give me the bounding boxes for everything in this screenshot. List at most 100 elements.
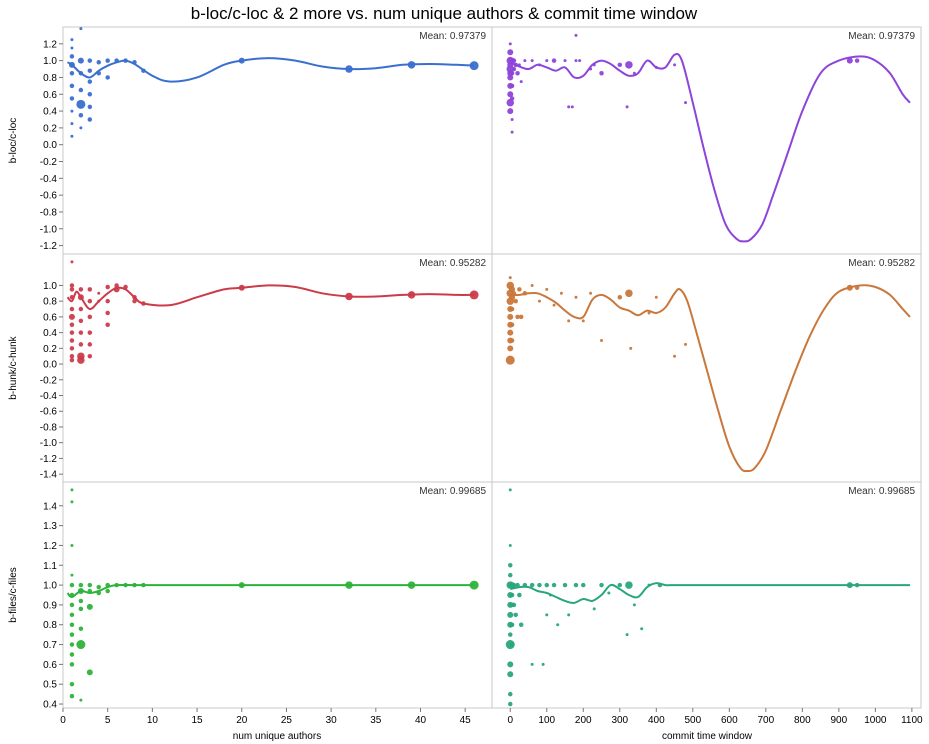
y-tick-label-1-2: -1.0: [40, 438, 58, 449]
fit-curve-0-1: [509, 52, 911, 243]
data-point-2-0-20: [76, 640, 86, 650]
data-point-0-0-10: [79, 27, 83, 31]
data-point-0-1-10: [507, 108, 514, 115]
data-point-1-0-4: [69, 306, 75, 312]
data-point-2-0-22: [87, 582, 93, 588]
panel-frame-0-1: [491, 26, 922, 255]
data-point-1-0-15: [78, 318, 84, 324]
data-point-1-0-29: [105, 298, 110, 304]
data-point-0-1-1: [507, 49, 514, 56]
data-point-1-0-17: [78, 342, 84, 347]
data-point-2-1-22: [513, 612, 518, 618]
fit-curve-1-0: [66, 284, 475, 311]
data-point-0-1-17: [511, 58, 517, 63]
data-point-0-1-42: [846, 57, 853, 64]
panel-2-0: Mean: 0.99685: [66, 486, 486, 702]
data-point-2-1-7: [507, 611, 514, 618]
data-point-1-1-38: [684, 342, 688, 346]
data-point-2-0-2: [70, 543, 74, 547]
data-point-1-0-41: [469, 290, 479, 300]
data-point-0-0-22: [87, 117, 93, 122]
y-tick-label-0-11: 1.0: [43, 56, 57, 67]
data-point-1-0-20: [87, 287, 93, 292]
y-tick-label-0-7: 0.2: [43, 123, 57, 134]
y-tick-label-1-4: -0.6: [40, 407, 58, 418]
x-tick-label-0-7: 35: [370, 715, 382, 726]
x-tick-label-0-5: 25: [281, 715, 293, 726]
data-point-1-1-15: [509, 338, 515, 343]
data-point-0-1-37: [625, 105, 629, 109]
data-point-0-0-7: [70, 109, 74, 113]
data-point-2-1-24: [517, 592, 522, 598]
data-point-1-1-9: [507, 345, 514, 352]
data-point-0-0-6: [69, 96, 75, 101]
data-point-2-0-19: [78, 626, 84, 631]
data-point-2-1-39: [599, 582, 604, 588]
data-point-2-0-26: [96, 584, 101, 590]
data-point-0-0-34: [469, 61, 479, 71]
data-point-0-1-44: [567, 105, 571, 109]
y-tick-label-2-5: 0.9: [43, 600, 57, 611]
data-point-2-0-17: [78, 598, 84, 604]
data-point-2-0-3: [70, 573, 74, 577]
y-tick-label-2-6: 1.0: [43, 581, 57, 592]
data-point-1-1-14: [509, 322, 515, 328]
x-tick-label-0-8: 40: [415, 715, 427, 726]
data-point-1-1-23: [537, 299, 541, 303]
data-point-1-1-19: [517, 287, 522, 292]
x-tick-label-1-0: 0: [507, 715, 513, 726]
x-tick-label-0-9: 45: [460, 715, 472, 726]
y-tick-label-1-1: -1.2: [40, 454, 58, 465]
y-tick-label-2-8: 1.2: [43, 541, 57, 552]
data-point-0-1-36: [625, 61, 633, 69]
data-point-1-1-18: [515, 314, 520, 320]
data-point-2-1-25: [518, 622, 524, 627]
data-point-0-1-6: [507, 74, 514, 81]
data-point-1-0-26: [97, 291, 101, 295]
x-tick-label-0-4: 20: [236, 715, 248, 726]
data-point-1-1-35: [647, 311, 651, 315]
data-point-2-1-19: [509, 642, 515, 647]
data-point-0-1-18: [511, 66, 517, 72]
y-tick-label-1-0: -1.4: [40, 470, 58, 481]
data-point-1-1-31: [600, 338, 604, 342]
data-point-1-1-0: [508, 276, 512, 280]
y-tick-label-1-9: 0.4: [43, 328, 57, 339]
data-point-1-0-22: [87, 314, 93, 320]
data-point-0-0-15: [78, 113, 84, 118]
x-tick-label-1-9: 900: [831, 715, 848, 726]
data-point-1-1-22: [530, 283, 534, 287]
data-point-2-0-10: [69, 642, 75, 647]
x-tick-label-1-3: 300: [611, 715, 628, 726]
data-point-2-1-14: [508, 701, 513, 707]
data-point-0-0-25: [105, 58, 110, 63]
data-point-2-1-42: [625, 633, 629, 637]
data-point-0-0-13: [78, 87, 84, 93]
data-point-2-1-20: [511, 582, 517, 588]
y-tick-label-2-2: 0.6: [43, 660, 57, 671]
data-point-2-0-37: [469, 580, 479, 590]
data-point-2-1-43: [625, 581, 633, 589]
data-point-0-1-23: [523, 59, 527, 63]
data-point-1-0-21: [87, 298, 93, 304]
fit-curve-2-0: [66, 583, 475, 598]
data-point-2-1-1: [508, 543, 512, 547]
data-point-1-1-20: [518, 314, 524, 320]
data-point-0-1-13: [509, 83, 515, 89]
y-tick-label-0-2: -0.8: [40, 207, 58, 218]
data-point-1-0-7: [69, 330, 75, 335]
x-tick-label-0-6: 30: [326, 715, 338, 726]
mean-label-1-1: Mean: 0.95282: [848, 258, 915, 269]
data-point-0-0-0: [70, 38, 74, 42]
data-point-2-0-4: [69, 582, 75, 588]
data-point-2-0-21: [79, 698, 83, 702]
y-tick-label-1-11: 0.8: [43, 297, 57, 308]
data-point-2-0-13: [69, 681, 75, 687]
data-point-1-0-30: [105, 310, 110, 316]
data-point-0-1-35: [617, 62, 623, 68]
x-tick-label-1-10: 1000: [864, 715, 887, 726]
panel-frame-2-0: [62, 481, 493, 709]
data-point-2-0-1: [70, 500, 74, 504]
data-point-1-1-11: [509, 286, 516, 293]
